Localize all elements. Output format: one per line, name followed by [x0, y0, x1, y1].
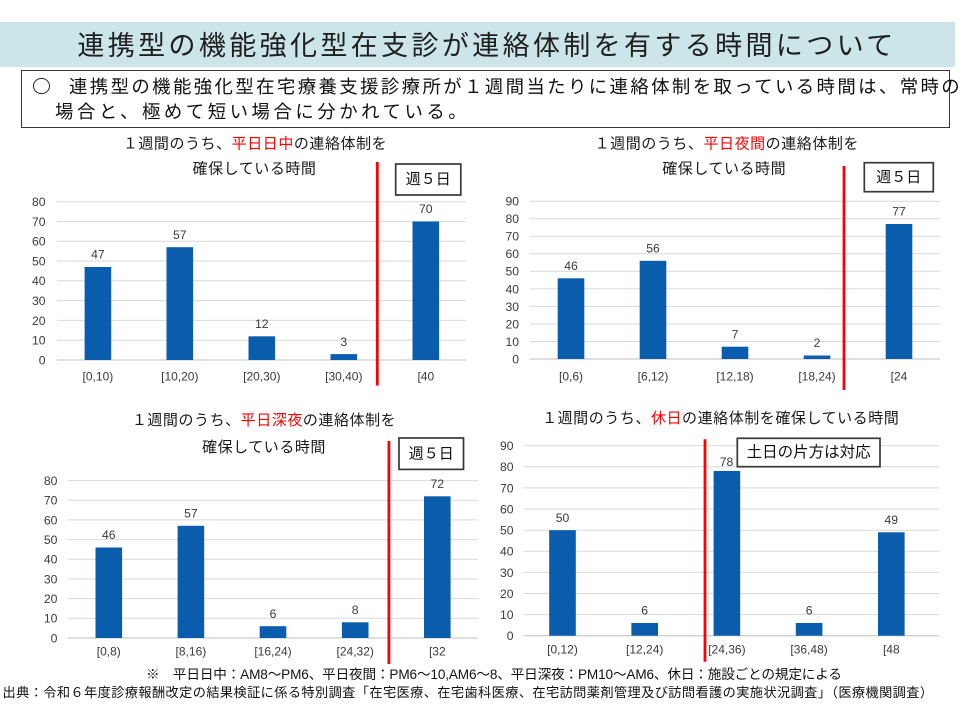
svg-text:10: 10 — [44, 612, 58, 626]
svg-text:30: 30 — [32, 294, 46, 308]
svg-text:１週間のうち、平日日中の連絡体制を: １週間のうち、平日日中の連絡体制を — [123, 136, 387, 153]
svg-text:90: 90 — [500, 439, 514, 453]
svg-text:46: 46 — [564, 259, 578, 273]
svg-text:[0,6): [0,6) — [559, 370, 583, 384]
svg-text:[40: [40 — [417, 370, 434, 384]
svg-text:30: 30 — [44, 572, 58, 586]
svg-text:40: 40 — [32, 274, 46, 288]
svg-text:[0,8): [0,8) — [97, 645, 121, 659]
svg-text:[30,40): [30,40) — [325, 370, 362, 384]
svg-text:確保している時間: 確保している時間 — [202, 439, 326, 456]
svg-text:47: 47 — [91, 248, 105, 262]
svg-text:10: 10 — [500, 608, 514, 622]
svg-text:50: 50 — [500, 524, 514, 538]
svg-text:[16,24): [16,24) — [254, 645, 291, 659]
svg-text:0: 0 — [512, 352, 519, 366]
svg-text:１週間のうち、休日の連絡体制を確保している時間: １週間のうち、休日の連絡体制を確保している時間 — [542, 410, 899, 427]
svg-text:[12,18): [12,18) — [716, 370, 753, 384]
svg-text:80: 80 — [505, 212, 519, 226]
svg-text:6: 6 — [641, 604, 648, 618]
svg-text:確保している時間: 確保している時間 — [662, 161, 786, 178]
svg-text:[10,20): [10,20) — [161, 370, 198, 384]
svg-text:70: 70 — [500, 481, 514, 495]
svg-text:49: 49 — [885, 513, 899, 527]
svg-text:[24: [24 — [891, 370, 908, 384]
svg-text:50: 50 — [32, 254, 46, 268]
svg-text:72: 72 — [431, 477, 445, 491]
svg-text:7: 7 — [732, 327, 739, 341]
svg-text:70: 70 — [44, 494, 58, 508]
svg-text:70: 70 — [32, 215, 46, 229]
svg-text:[0,12): [0,12) — [547, 643, 578, 657]
svg-text:12: 12 — [255, 317, 269, 331]
svg-text:6: 6 — [270, 607, 277, 621]
svg-text:80: 80 — [500, 460, 514, 474]
svg-text:[18,24): [18,24) — [798, 370, 835, 384]
svg-text:50: 50 — [44, 533, 58, 547]
svg-text:70: 70 — [505, 230, 519, 244]
svg-text:10: 10 — [505, 335, 519, 349]
svg-text:60: 60 — [500, 502, 514, 516]
svg-text:[0,10): [0,10) — [83, 370, 114, 384]
svg-text:[8,16): [8,16) — [176, 645, 207, 659]
svg-text:10: 10 — [32, 334, 46, 348]
svg-text:80: 80 — [44, 474, 58, 488]
svg-text:60: 60 — [505, 247, 519, 261]
svg-text:50: 50 — [556, 511, 570, 525]
svg-text:[24,36): [24,36) — [708, 643, 745, 657]
svg-text:[24,32): [24,32) — [337, 645, 374, 659]
svg-text:１週間のうち、平日夜間の連絡体制を: １週間のうち、平日夜間の連絡体制を — [595, 136, 859, 153]
svg-text:20: 20 — [44, 592, 58, 606]
svg-text:40: 40 — [505, 282, 519, 296]
svg-text:0: 0 — [51, 631, 58, 645]
svg-text:0: 0 — [507, 629, 514, 643]
svg-text:77: 77 — [892, 205, 906, 219]
svg-text:60: 60 — [44, 513, 58, 527]
svg-text:50: 50 — [505, 265, 519, 279]
svg-text:[48: [48 — [883, 643, 900, 657]
svg-text:[12,24): [12,24) — [626, 643, 663, 657]
svg-text:70: 70 — [419, 202, 433, 216]
svg-text:0: 0 — [39, 353, 46, 367]
svg-text:20: 20 — [505, 317, 519, 331]
svg-text:40: 40 — [44, 553, 58, 567]
svg-text:80: 80 — [32, 195, 46, 209]
svg-text:90: 90 — [505, 195, 519, 209]
svg-text:20: 20 — [32, 314, 46, 328]
svg-text:60: 60 — [32, 235, 46, 249]
svg-text:57: 57 — [173, 228, 187, 242]
svg-text:[32: [32 — [429, 645, 446, 659]
svg-text:[20,30): [20,30) — [243, 370, 280, 384]
svg-text:20: 20 — [500, 587, 514, 601]
svg-text:3: 3 — [340, 335, 347, 349]
svg-text:46: 46 — [102, 528, 116, 542]
svg-text:[6,12): [6,12) — [638, 370, 669, 384]
svg-text:56: 56 — [646, 242, 660, 256]
svg-text:週５日: 週５日 — [406, 171, 451, 188]
svg-text:30: 30 — [500, 566, 514, 580]
svg-text:8: 8 — [352, 603, 359, 617]
svg-text:57: 57 — [184, 507, 198, 521]
svg-text:週５日: 週５日 — [876, 169, 921, 186]
svg-text:週５日: 週５日 — [409, 445, 454, 462]
svg-text:78: 78 — [720, 455, 734, 469]
svg-text:40: 40 — [500, 545, 514, 559]
svg-text:6: 6 — [806, 604, 813, 618]
svg-text:30: 30 — [505, 300, 519, 314]
svg-text:確保している時間: 確保している時間 — [193, 161, 317, 178]
svg-text:[36,48): [36,48) — [790, 643, 827, 657]
svg-text:2: 2 — [814, 336, 821, 350]
svg-text:１週間のうち、平日深夜の連絡体制を: １週間のうち、平日深夜の連絡体制を — [132, 412, 396, 429]
svg-text:土日の片方は対応: 土日の片方は対応 — [747, 443, 872, 461]
